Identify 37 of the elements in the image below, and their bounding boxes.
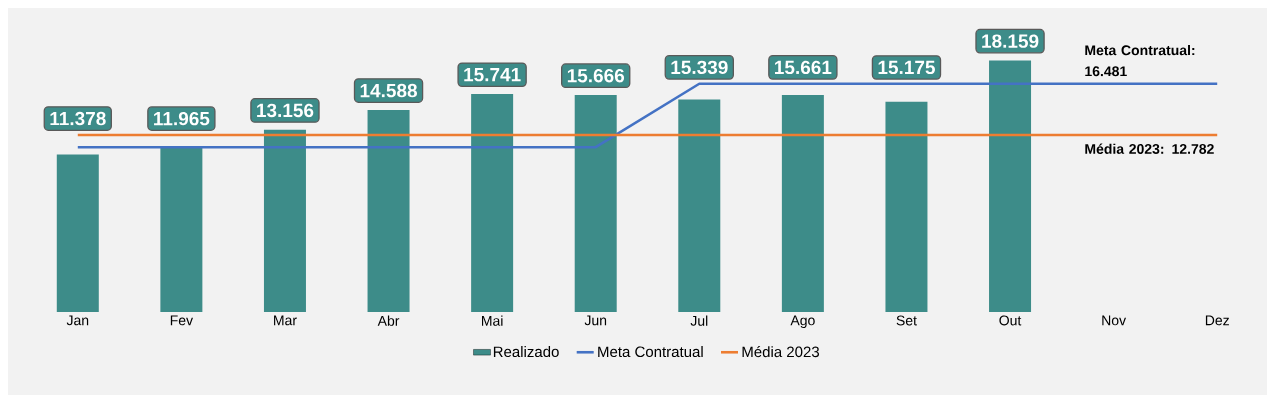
annotation: Média 2023: 12.782 (1085, 143, 1214, 154)
data-label: 15.175 (878, 60, 935, 75)
data-label: 14.588 (360, 83, 418, 98)
x-tick-label: Ago (790, 315, 815, 329)
bar (160, 146, 203, 312)
annotation: Meta Contratual: 16.481 (1085, 44, 1195, 77)
bar (885, 101, 928, 312)
data-label: 15.741 (464, 68, 521, 82)
bar (263, 129, 306, 312)
x-tick-label: Fev (170, 315, 193, 326)
x-tick-label: Abr (377, 315, 400, 326)
legend-label: Realizado (493, 346, 559, 358)
x-tick-label: Jul (690, 315, 708, 326)
x-tick-label: Jan (66, 315, 89, 326)
data-label: 13.156 (257, 103, 314, 118)
data-label: 15.661 (775, 60, 832, 75)
data-label: 15.339 (671, 60, 728, 75)
x-tick-label: Mar (274, 315, 297, 326)
data-label: 11.378 (50, 111, 106, 126)
bar (989, 60, 1032, 312)
legend-label: Meta Contratual (598, 346, 703, 358)
bar (367, 109, 410, 312)
x-tick-label: Mai (482, 315, 503, 326)
x-tick-label: Nov (1102, 315, 1127, 326)
data-label: 11.965 (154, 111, 210, 126)
data-label: 15.666 (567, 68, 625, 83)
x-tick-label: Jun (584, 315, 607, 326)
data-label: 18.159 (982, 34, 1039, 48)
bar (781, 95, 824, 312)
bar (678, 99, 721, 312)
bar (574, 95, 617, 312)
x-tick-label: Out (999, 315, 1022, 326)
x-tick-label: Dez (1205, 315, 1229, 326)
bar (56, 154, 99, 312)
legend-label: Média 2023 (742, 345, 820, 358)
bar (471, 94, 514, 312)
x-tick-label: Set (896, 315, 917, 326)
